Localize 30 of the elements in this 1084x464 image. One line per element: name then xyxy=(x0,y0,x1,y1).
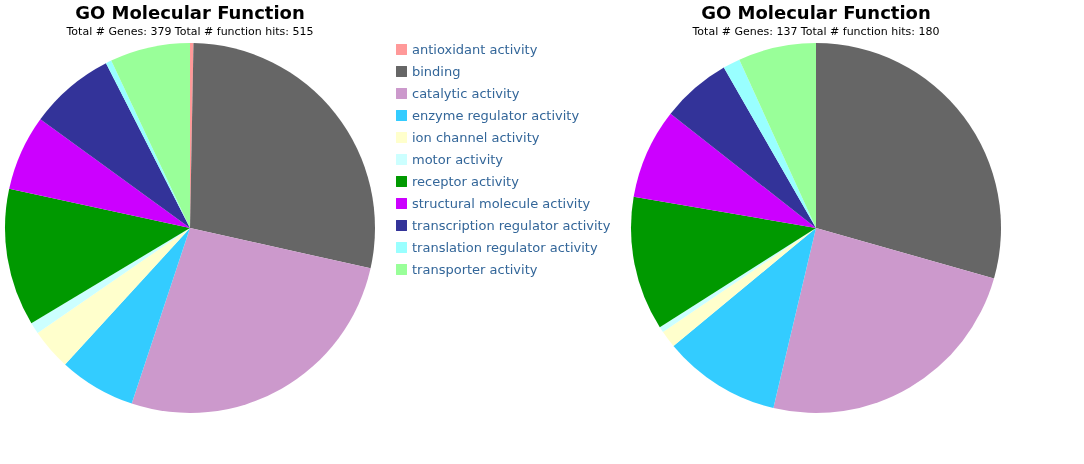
legend-label: transcription regulator activity xyxy=(412,217,611,233)
pie-slice xyxy=(670,67,816,228)
chart-subtitle: Total # Genes: 379 Total # function hits: 515 xyxy=(65,25,314,38)
pie-slice xyxy=(131,228,371,413)
pie-slice xyxy=(773,228,994,413)
pie-slice xyxy=(633,113,816,228)
pie-slice xyxy=(37,228,190,365)
pie-slice xyxy=(5,188,190,324)
legend-label: enzyme regulator activity xyxy=(412,107,580,123)
pie-slice xyxy=(31,228,190,333)
pie-slice xyxy=(190,43,375,269)
legend-label: antioxidant activity xyxy=(412,41,538,57)
legend-label: binding xyxy=(412,63,461,79)
legend-label: transporter activity xyxy=(412,261,538,277)
pie-slice xyxy=(816,43,1001,279)
chart-title: GO Molecular Function xyxy=(701,2,931,23)
pie-slice xyxy=(673,228,816,409)
pie-slice xyxy=(40,63,190,228)
pie-slice xyxy=(739,43,816,228)
legend-label: structural molecule activity xyxy=(412,195,591,211)
legend-label: translation regulator activity xyxy=(412,239,598,255)
pie-slice xyxy=(65,228,190,404)
pie-slice xyxy=(631,196,816,328)
chart-subtitle: Total # Genes: 137 Total # function hits: 180 xyxy=(691,25,940,38)
legend-label: motor activity xyxy=(412,151,504,167)
legend-label: ion channel activity xyxy=(412,129,540,145)
pie-slice xyxy=(9,119,190,228)
chart-title: GO Molecular Function xyxy=(75,2,305,23)
legend-label: receptor activity xyxy=(412,173,520,189)
legend-label: catalytic activity xyxy=(412,85,520,101)
